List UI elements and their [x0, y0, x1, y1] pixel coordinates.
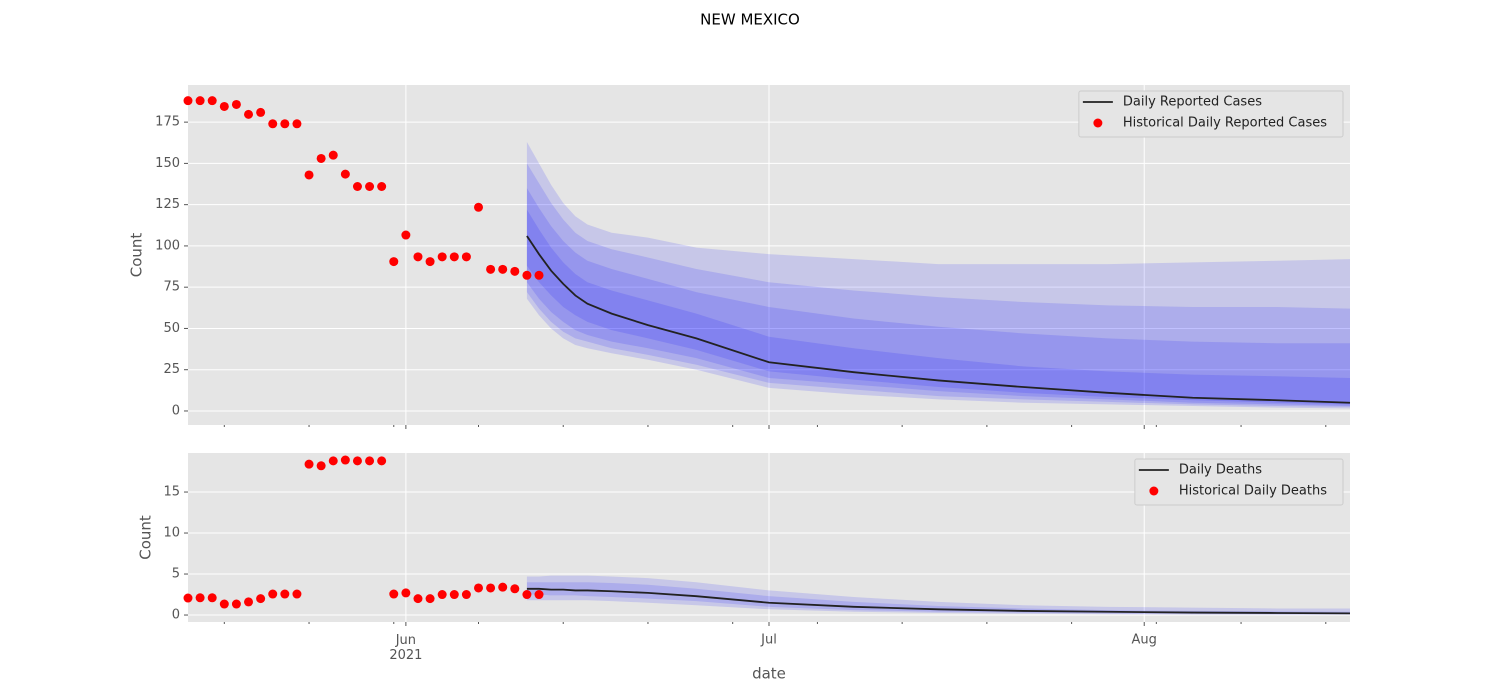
legend-swatch: [1093, 118, 1103, 128]
forecast-band: [526, 163, 1350, 407]
forecast-band: [526, 188, 1350, 407]
data-point: [231, 599, 241, 609]
median-line: [526, 587, 1351, 615]
legend: Daily Deaths Historical Daily Deaths: [1134, 458, 1344, 506]
data-point: [328, 456, 338, 466]
y-tick-label: 75: [163, 280, 180, 295]
data-point: [425, 257, 435, 267]
data-point: [219, 101, 229, 111]
data-point: [413, 594, 423, 604]
data-point: [231, 99, 241, 109]
data-point: [510, 584, 520, 594]
y-tick-label: 0: [172, 403, 180, 418]
data-point: [437, 590, 447, 600]
data-point: [449, 590, 459, 600]
data-point: [449, 252, 459, 262]
data-point: [244, 597, 254, 607]
data-point: [498, 264, 508, 274]
y-tick-label: 15: [163, 485, 180, 500]
data-point: [486, 583, 496, 593]
data-point: [340, 455, 350, 465]
data-point: [268, 119, 278, 129]
data-point: [207, 593, 217, 603]
y-tick-label: 150: [155, 156, 180, 171]
y-tick-label: 0: [172, 608, 180, 623]
forecast-band: [526, 141, 1350, 409]
y-axis-label: Count: [137, 515, 155, 560]
data-point: [316, 153, 326, 163]
data-point: [461, 590, 471, 600]
legend-label: Historical Daily Deaths: [1179, 484, 1327, 499]
forecast-band: [526, 209, 1350, 405]
data-point: [328, 150, 338, 160]
data-point: [280, 119, 290, 129]
data-point: [365, 182, 375, 192]
data-point: [461, 252, 471, 262]
legend: Daily Reported Cases Historical Daily Rep…: [1078, 90, 1344, 138]
y-axis-label: Count: [128, 233, 146, 278]
data-point: [534, 270, 544, 280]
data-point: [183, 593, 193, 603]
x-axis-label: date: [752, 665, 786, 683]
figure-title: NEW MEXICO: [700, 11, 800, 29]
data-point: [534, 590, 544, 600]
data-point: [389, 257, 399, 267]
y-tick-label: 50: [163, 321, 180, 336]
data-point: [280, 589, 290, 599]
data-point: [498, 582, 508, 592]
forecast-band: [526, 582, 1350, 615]
y-tick-label: 100: [155, 238, 180, 253]
legend-label: Daily Deaths: [1179, 463, 1262, 478]
data-point: [316, 461, 326, 471]
y-tick-label: 25: [163, 362, 180, 377]
data-point: [195, 593, 205, 603]
data-point: [292, 589, 302, 599]
legend-label: Daily Reported Cases: [1123, 95, 1262, 110]
data-point: [340, 169, 350, 179]
data-point: [304, 459, 314, 469]
data-point: [425, 594, 435, 604]
data-point: [183, 96, 193, 106]
x-tick-label: Jul: [760, 633, 777, 648]
data-point: [207, 96, 217, 106]
legend-box: [1078, 90, 1344, 138]
data-point: [352, 182, 362, 192]
data-point: [304, 170, 314, 180]
data-point: [522, 590, 532, 600]
data-point: [474, 202, 483, 212]
x-tick-label: Aug: [1132, 633, 1157, 648]
y-tick-label: 125: [155, 197, 180, 212]
data-point: [256, 594, 266, 604]
legend-box: [1134, 458, 1344, 506]
x-tick-label: Jun 2021: [389, 633, 422, 663]
data-point: [365, 456, 375, 466]
data-point: [522, 270, 532, 280]
data-point: [389, 589, 399, 599]
data-point: [244, 109, 254, 119]
data-point: [292, 119, 302, 129]
data-point: [268, 589, 278, 599]
data-point: [474, 583, 483, 593]
forecast-band: [526, 575, 1350, 615]
data-point: [219, 599, 229, 609]
legend-label: Historical Daily Reported Cases: [1123, 116, 1327, 131]
data-point: [352, 456, 362, 466]
data-point: [486, 264, 496, 274]
y-tick-label: 5: [172, 567, 180, 582]
y-tick-label: 10: [163, 526, 180, 541]
median-line: [526, 235, 1351, 404]
data-point: [377, 182, 387, 192]
data-point: [437, 252, 447, 262]
legend-swatch: [1149, 486, 1159, 496]
data-point: [256, 107, 266, 117]
data-point: [413, 252, 423, 262]
data-point: [401, 230, 411, 240]
data-point: [401, 588, 411, 598]
y-tick-label: 175: [155, 115, 180, 130]
data-point: [195, 96, 205, 106]
data-point: [377, 456, 387, 466]
data-point: [510, 266, 520, 276]
